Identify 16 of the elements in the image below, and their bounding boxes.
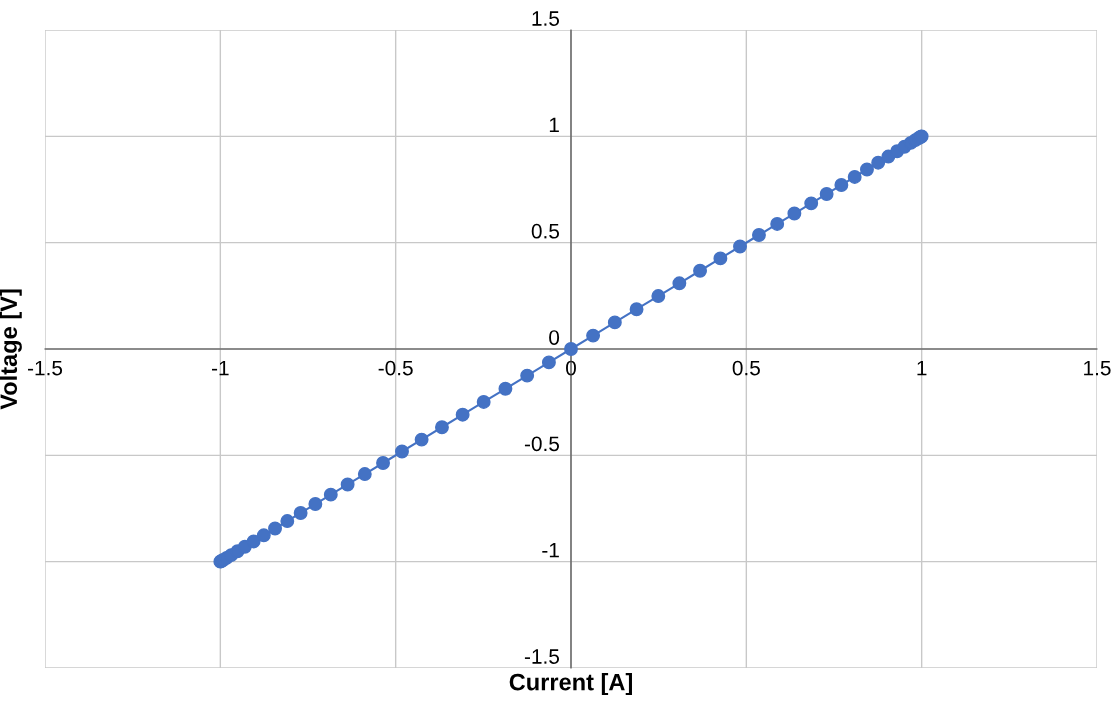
- x-tick-label: 0: [566, 360, 576, 376]
- y-tick-label: -0.5: [524, 436, 560, 452]
- x-tick-label: 1: [917, 360, 927, 376]
- x-tick-label: 0.5: [732, 360, 760, 376]
- y-axis-title: Voltage [V]: [0, 289, 22, 410]
- y-tick-label: -1.5: [524, 649, 560, 664]
- y-tick-label: 1.5: [532, 11, 560, 26]
- x-tick-label: -1: [212, 360, 229, 376]
- y-tick-label: 0.5: [531, 223, 560, 239]
- y-tick-label: 1: [549, 117, 559, 133]
- y-tick-label: 0: [549, 330, 560, 345]
- x-tick-label: 1.5: [1084, 360, 1111, 376]
- x-axis-title: Current [A]: [509, 673, 632, 696]
- y-tick-label: -1: [542, 543, 559, 558]
- x-tick-label: -1.5: [27, 360, 63, 376]
- x-tick-label: -0.5: [378, 360, 413, 376]
